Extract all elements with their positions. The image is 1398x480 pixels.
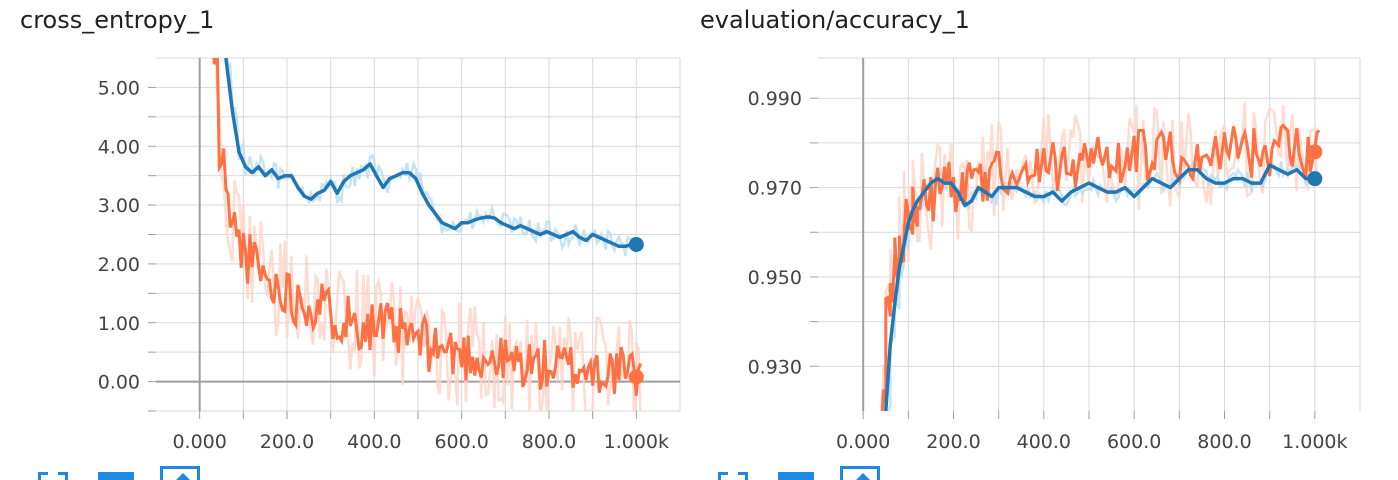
- plot-area: [880, 102, 1321, 411]
- x-tick-label: 600.0: [434, 431, 488, 453]
- chart-card-evaluation-accuracy: evaluation/accuracy_1 0.000 200.0 400.0 600…: [700, 0, 1398, 480]
- y-tick-label: 1.00: [98, 313, 140, 335]
- chart-title: evaluation/accuracy_1: [700, 6, 970, 34]
- end-point-blue: [1307, 171, 1323, 187]
- x-tick-label: 200.0: [926, 431, 980, 453]
- y-tick-label: 5.00: [98, 77, 140, 99]
- series-line-blue: [224, 58, 633, 249]
- y-tick-label: 0.970: [748, 178, 802, 200]
- chart-evaluation-accuracy[interactable]: 0.000 200.0 400.0 600.0 800.0 1.000k 0.930 0.95…: [700, 0, 1398, 480]
- x-tick-label: 400.0: [347, 431, 401, 453]
- series-line-blue: [884, 163, 1315, 411]
- series-line-orange: [880, 123, 1321, 411]
- x-tick-label: 200.0: [260, 431, 314, 453]
- y-tick-label: 2.00: [98, 254, 140, 276]
- fit-domain-icon[interactable]: [38, 466, 68, 480]
- fit-domain-icon[interactable]: [718, 466, 748, 480]
- grid: [818, 57, 1361, 411]
- y-tick-label: 0.990: [748, 88, 802, 110]
- show-data-icon[interactable]: [778, 472, 814, 480]
- chart-card-cross-entropy: cross_entropy_1 0.000 200.0 400.0 600.0 800.…: [0, 0, 700, 480]
- plot-area: [211, 58, 643, 411]
- series-raw-line: [211, 58, 642, 411]
- chart-title: cross_entropy_1: [20, 6, 215, 34]
- x-tick-label: 1.000k: [1282, 431, 1347, 453]
- y-tick-label: 0.950: [748, 267, 802, 289]
- series-raw-line: [884, 156, 1321, 411]
- y-tick-label: 4.00: [98, 136, 140, 158]
- x-tick-label: 800.0: [1197, 431, 1251, 453]
- x-tick-label: 0.000: [172, 431, 226, 453]
- x-tick-label: 1.000k: [604, 431, 669, 453]
- x-tick-label: 0.000: [836, 431, 890, 453]
- log-scale-icon[interactable]: [160, 466, 200, 480]
- y-tick-label: 3.00: [98, 195, 140, 217]
- end-point-blue: [628, 237, 644, 253]
- series-line-orange: [212, 58, 643, 397]
- end-point-orange: [1307, 144, 1323, 160]
- end-point-orange: [628, 369, 644, 385]
- y-tick-label: 0.930: [748, 356, 802, 378]
- x-tick-label: 800.0: [522, 431, 576, 453]
- x-tick-label: 400.0: [1017, 431, 1071, 453]
- y-tick-label: 0.00: [98, 372, 140, 394]
- show-data-icon[interactable]: [98, 472, 134, 480]
- log-scale-icon[interactable]: [840, 466, 880, 480]
- chart-cross-entropy[interactable]: 0.000 200.0 400.0 600.0 800.0 1.000k 0.00 1.00 2…: [0, 0, 700, 480]
- x-tick-label: 600.0: [1107, 431, 1161, 453]
